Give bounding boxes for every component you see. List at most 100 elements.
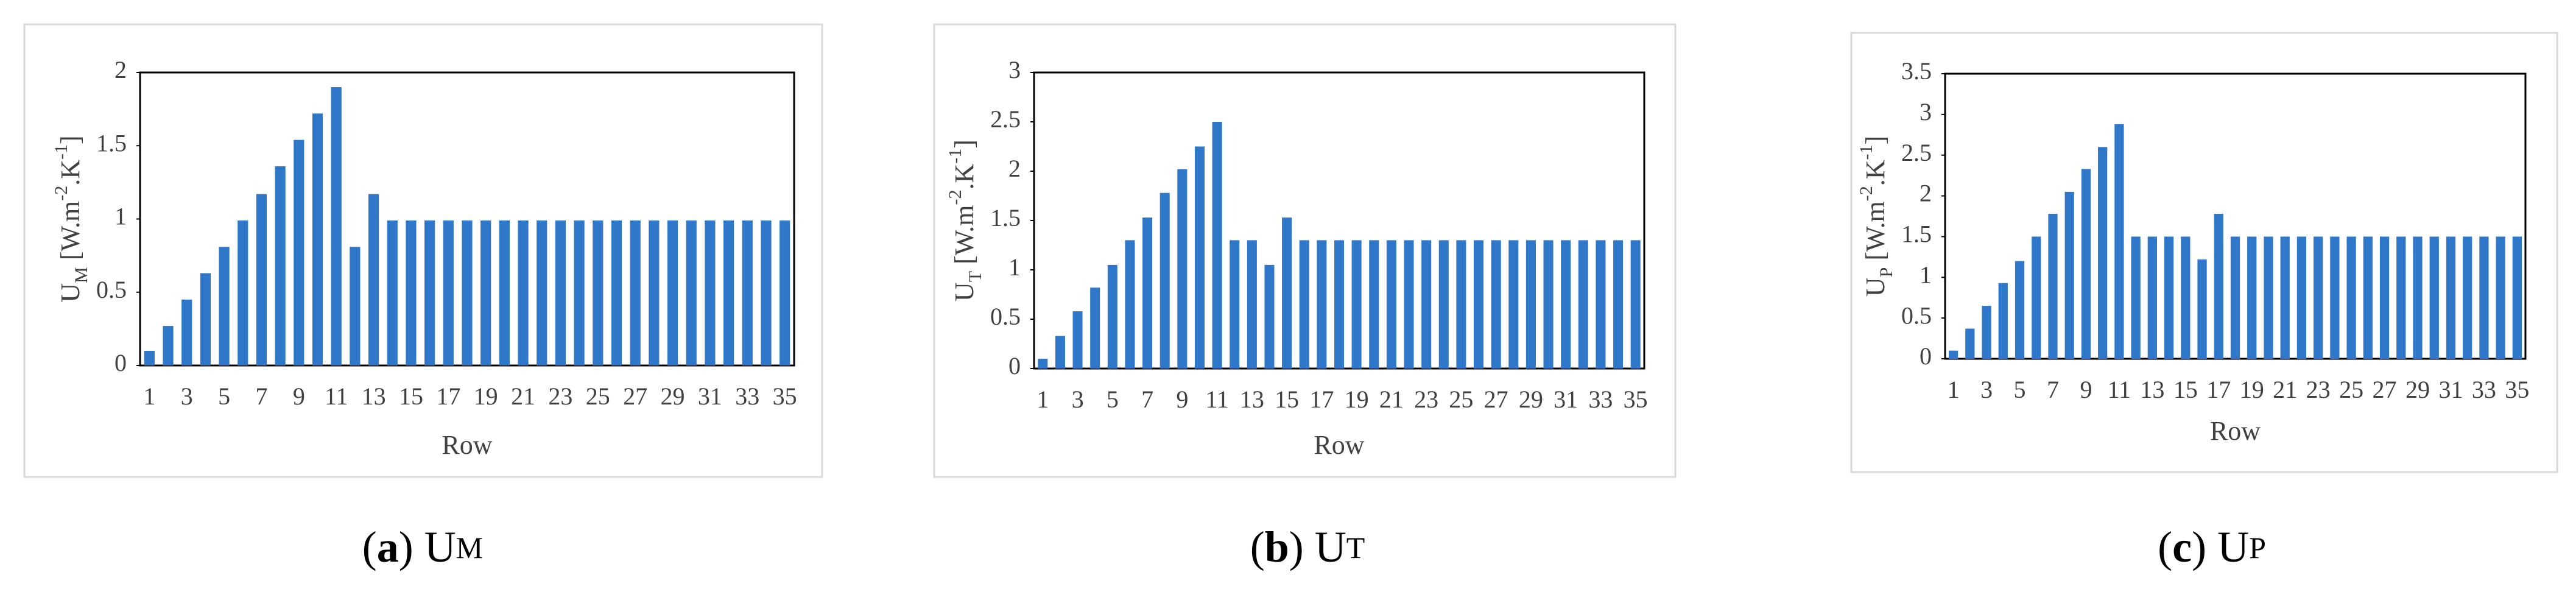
x-axis-label: Row	[2210, 416, 2261, 446]
y-label-part: U	[949, 282, 979, 302]
bar	[2396, 236, 2406, 359]
x-tick-label: 5	[218, 383, 230, 410]
bar	[1038, 358, 1048, 369]
x-tick-label: 11	[2108, 376, 2131, 403]
bar	[1965, 328, 1975, 359]
bar	[1125, 240, 1135, 369]
bar	[630, 220, 641, 365]
x-tick-label: 19	[474, 383, 498, 410]
x-tick-label: 23	[548, 383, 572, 410]
bar	[2032, 236, 2041, 359]
x-tick-label: 21	[2273, 376, 2297, 403]
x-tick-label: 35	[1624, 386, 1648, 413]
y-label-part: -1	[1856, 145, 1876, 160]
bar	[163, 326, 174, 365]
y-label-part: -1	[51, 144, 71, 160]
bar	[2446, 236, 2456, 359]
bar	[1386, 240, 1396, 369]
x-tick-label: 29	[2405, 376, 2430, 403]
y-label-part: .K	[949, 163, 979, 189]
bar	[2314, 236, 2323, 359]
x-tick-label: 1	[143, 383, 155, 410]
bar	[779, 220, 790, 365]
bar	[1578, 240, 1588, 369]
y-tick-label: 3	[1920, 98, 1932, 125]
y-tick-label: 1.5	[990, 204, 1021, 231]
x-tick-label: 33	[2472, 376, 2496, 403]
y-label-part: U	[1860, 277, 1890, 297]
caption-part: P	[2249, 531, 2266, 565]
x-tick-label: 7	[1141, 386, 1153, 413]
bar	[275, 166, 286, 365]
bar	[1998, 283, 2008, 359]
x-tick-label: 15	[1275, 386, 1299, 413]
bar	[2131, 236, 2141, 359]
x-tick-label: 17	[436, 383, 460, 410]
bar	[294, 139, 304, 365]
y-label-part: [W.m	[949, 205, 979, 270]
x-tick-label: 3	[1072, 386, 1084, 413]
bar	[1543, 240, 1554, 369]
y-label-part: .K	[1860, 160, 1890, 186]
caption-part: U	[413, 523, 456, 571]
x-tick-label: 27	[2373, 376, 2397, 403]
caption-part: )	[2192, 523, 2206, 571]
bar	[1596, 240, 1606, 369]
bar	[219, 247, 230, 365]
bar	[2147, 236, 2157, 359]
bar	[1264, 264, 1275, 369]
x-tick-label: 31	[1554, 386, 1578, 413]
caption-part: U	[1304, 523, 1346, 571]
bar	[2496, 236, 2505, 359]
x-tick-label: 11	[325, 383, 348, 410]
bar	[1369, 240, 1379, 369]
bar	[1317, 240, 1327, 369]
x-tick-label: 35	[773, 383, 797, 410]
bar	[742, 220, 753, 365]
y-label-part: .K	[55, 160, 85, 186]
bar	[2363, 236, 2373, 359]
y-label-part: U	[55, 283, 85, 303]
bar	[2197, 259, 2207, 359]
chart: 00.511.522.533.51 3 5 7 9 11 13 15 17 19 21 23 25 27 2…	[1850, 32, 2558, 571]
x-tick-label: 1	[1036, 386, 1049, 413]
bar	[2463, 236, 2472, 359]
bar	[1090, 288, 1100, 369]
bar	[1404, 240, 1414, 369]
x-tick-label: 29	[661, 383, 685, 410]
bar	[1508, 240, 1519, 369]
y-tick-label: 0.5	[990, 303, 1021, 330]
bar	[2296, 236, 2307, 359]
y-label-part: M	[71, 267, 91, 283]
bar	[1526, 240, 1536, 369]
bar	[406, 220, 417, 365]
bar	[2164, 236, 2174, 359]
y-tick-label: 0	[1008, 352, 1021, 379]
bar	[1491, 240, 1501, 369]
x-tick-label: 31	[698, 383, 722, 410]
caption-part: )	[399, 523, 413, 571]
y-tick-label: 2.5	[1901, 139, 1932, 166]
caption-part: T	[1346, 531, 1365, 565]
bar	[2064, 191, 2074, 359]
bar	[238, 220, 248, 365]
y-label-part: -2	[945, 189, 965, 205]
bar	[2429, 236, 2439, 359]
bar	[2413, 236, 2423, 359]
y-tick-label: 0.5	[1901, 302, 1932, 329]
bar	[1160, 192, 1170, 369]
bar	[1247, 240, 1257, 369]
bar	[2214, 213, 2223, 359]
x-tick-label: 33	[735, 383, 759, 410]
y-tick-label: 1.5	[1901, 221, 1932, 248]
bar	[2114, 124, 2124, 359]
x-tick-label: 23	[2306, 376, 2331, 403]
caption: (a) UM	[362, 523, 483, 571]
y-label-part: -1	[945, 149, 965, 164]
x-tick-label: 21	[511, 383, 535, 410]
bar	[1055, 336, 1065, 369]
y-axis-label: UM [W.m-2.K-1]	[51, 135, 91, 302]
bar	[1456, 240, 1466, 369]
x-tick-label: 11	[1205, 386, 1229, 413]
caption-part: )	[1289, 523, 1304, 571]
